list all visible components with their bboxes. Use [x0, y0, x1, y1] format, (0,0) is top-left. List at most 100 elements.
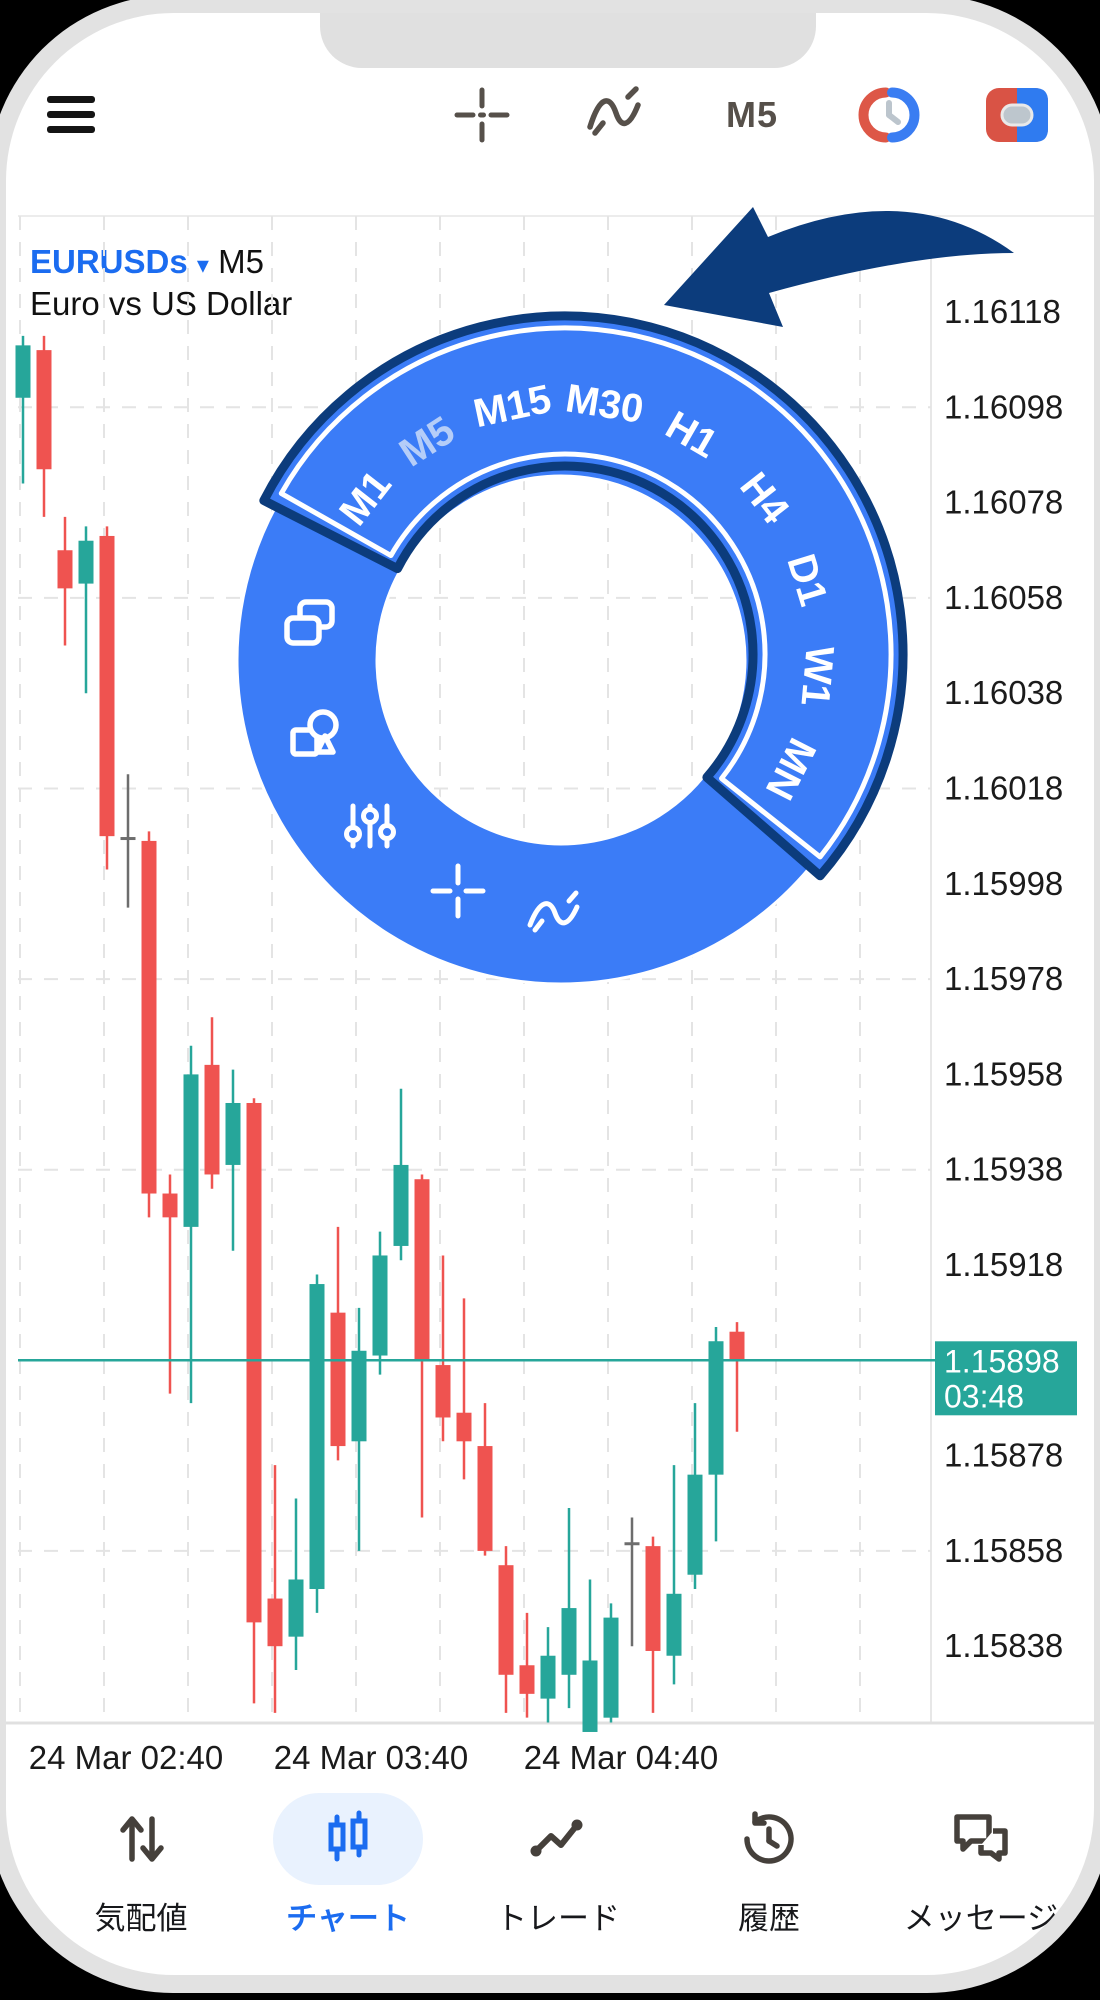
time-sessions-button[interactable]: [856, 13, 922, 216]
nav-item-messages[interactable]: メッセージ: [886, 1793, 1076, 1963]
svg-text:1.15898: 1.15898: [944, 1343, 1060, 1379]
symbol-timeframe: M5: [218, 243, 264, 280]
candle: [666, 1465, 682, 1685]
candle: [561, 1508, 577, 1709]
wheel-timeframe-w1[interactable]: W1: [793, 644, 842, 708]
price-axis-label: 1.16118: [944, 293, 1061, 330]
candle: [15, 335, 31, 484]
candle: [57, 516, 73, 646]
crosshair-icon: [454, 87, 510, 142]
svg-text:03:48: 03:48: [944, 1378, 1024, 1414]
price-axis-label: 1.15938: [944, 1151, 1063, 1188]
candle: [351, 1307, 367, 1551]
candle: [330, 1226, 346, 1461]
candle: [729, 1322, 745, 1432]
candle: [288, 1498, 304, 1671]
candle: [36, 335, 52, 517]
quotes-arrows-icon: [66, 1793, 216, 1885]
candle: [624, 1517, 640, 1647]
price-axis-label: 1.15878: [944, 1437, 1063, 1474]
candle: [477, 1403, 493, 1556]
wheel-objects-icon[interactable]: [290, 709, 339, 757]
candle: [687, 1403, 703, 1590]
wheel-wedge-inner-outline: [278, 325, 894, 860]
wheel-indicators-icon[interactable]: [527, 890, 580, 933]
timeframe-label: M5: [725, 93, 778, 135]
price-axis-label: 1.15958: [944, 1055, 1063, 1092]
candle: [435, 1255, 451, 1442]
candle: [78, 526, 94, 694]
time-axis-label: 24 Mar 03:40: [274, 1739, 468, 1776]
symbol-name[interactable]: EURUSDs: [30, 243, 188, 280]
symbol-description: Euro vs US Dollar: [30, 285, 293, 322]
nav-label-quotes: 気配値: [94, 1901, 188, 1936]
messages-icon: [906, 1793, 1056, 1885]
timeframe-button[interactable]: M5: [706, 13, 798, 216]
price-axis-label: 1.16038: [944, 674, 1063, 711]
wheel-windows-icon[interactable]: [284, 599, 335, 646]
time-axis-label: 24 Mar 02:40: [29, 1739, 223, 1776]
candle: [498, 1546, 514, 1713]
candle: [99, 526, 115, 870]
candle: [246, 1098, 262, 1704]
wheel-crosshair-icon[interactable]: [430, 863, 486, 919]
phone-notch: [320, 13, 816, 68]
price-axis-label: 1.15998: [944, 865, 1063, 902]
price-axis-label: 1.16018: [944, 770, 1063, 807]
pointer-arrow: [664, 207, 1014, 327]
split-color-icon: [986, 87, 1048, 142]
candle: [162, 1174, 178, 1394]
top-toolbar: M5: [6, 13, 1094, 216]
candle: [204, 1017, 220, 1189]
candle: [225, 1069, 241, 1251]
nav-label-chart: チャート: [286, 1901, 410, 1936]
wheel-settings-icon[interactable]: [344, 803, 396, 849]
candle: [393, 1088, 409, 1261]
price-axis-label: 1.15978: [944, 960, 1063, 997]
chevron-down-icon: ▾: [196, 252, 209, 279]
candle: [540, 1627, 556, 1723]
price-axis-label: 1.16058: [944, 579, 1063, 616]
candle: [372, 1231, 388, 1375]
indicators-button[interactable]: [584, 13, 644, 216]
price-axis-label: 1.16098: [944, 388, 1063, 425]
symbol-header[interactable]: EURUSDs ▾ M5 Euro vs US Dollar: [30, 243, 292, 323]
hamburger-icon: [47, 95, 95, 133]
candle: [582, 1579, 598, 1732]
nav-item-quotes[interactable]: 気配値: [46, 1793, 236, 1963]
indicator-wave-icon: [587, 85, 641, 136]
candle: [120, 774, 136, 908]
time-axis-label: 24 Mar 04:40: [524, 1739, 718, 1776]
candle: [603, 1603, 619, 1723]
nav-label-history: 履歴: [738, 1901, 800, 1936]
price-axis-label: 1.16078: [944, 484, 1063, 521]
nav-item-chart[interactable]: チャート: [253, 1793, 443, 1963]
candle: [456, 1298, 472, 1480]
color-scheme-button[interactable]: [982, 13, 1052, 216]
candle: [519, 1612, 535, 1718]
nav-label-trade: トレード: [496, 1901, 620, 1936]
bottom-nav: 気配値 チャート トレード: [6, 1793, 1094, 1963]
candlestick-icon: [273, 1793, 423, 1885]
price-axis-label: 1.15918: [944, 1246, 1063, 1283]
price-axis-label: 1.15838: [944, 1627, 1063, 1664]
candle: [645, 1536, 661, 1713]
history-clock-icon: [694, 1793, 844, 1885]
candle: [708, 1326, 724, 1542]
candle: [414, 1174, 430, 1518]
session-clock-icon: [858, 87, 920, 142]
crosshair-tool-button[interactable]: [452, 13, 512, 216]
trade-line-icon: [483, 1793, 633, 1885]
phone-screen: M5: [6, 13, 1094, 1975]
nav-item-history[interactable]: 履歴: [674, 1793, 864, 1963]
nav-item-trade[interactable]: トレード: [463, 1793, 653, 1963]
candle: [141, 831, 157, 1218]
menu-button[interactable]: [36, 13, 106, 216]
candle: [309, 1274, 325, 1613]
nav-label-messages: メッセージ: [903, 1901, 1059, 1936]
price-axis-label: 1.15858: [944, 1532, 1063, 1569]
candle: [267, 1465, 283, 1713]
